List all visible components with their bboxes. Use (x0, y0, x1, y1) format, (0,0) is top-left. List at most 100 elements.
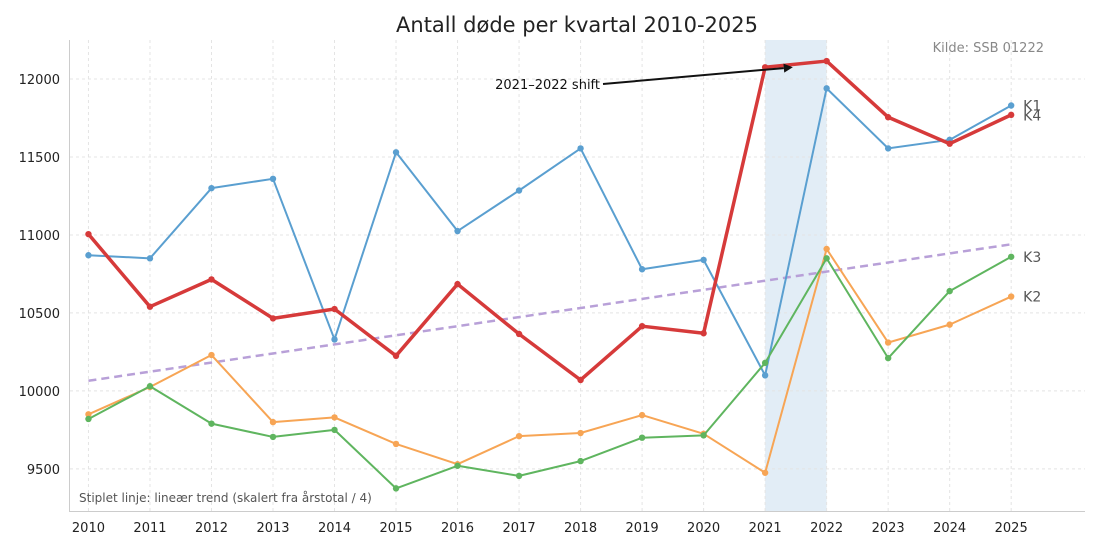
data-point-k2 (392, 440, 400, 448)
data-point-k1 (208, 184, 215, 192)
x-tick-label: 2013 (256, 521, 289, 536)
y-tick-label: 11000 (19, 229, 60, 244)
axes-layer (69, 40, 1085, 512)
data-point-k1 (638, 266, 646, 273)
x-tick-label: 2021 (749, 521, 782, 536)
data-point-k4 (700, 330, 707, 337)
x-tick-label: 2010 (72, 521, 105, 536)
annotation-layer: 2021–2022 shift (495, 63, 793, 93)
x-tick-label: 2025 (995, 521, 1028, 536)
data-point-k1 (1007, 102, 1015, 109)
x-tick-label: 2016 (441, 521, 474, 536)
data-point-k4 (85, 230, 92, 238)
y-tick-label: 10000 (19, 385, 60, 400)
annotation-arrowhead (783, 63, 793, 73)
data-point-k3 (761, 359, 769, 367)
x-tick-label: 2024 (933, 521, 966, 536)
data-point-k1 (454, 227, 461, 235)
data-point-k4 (208, 276, 215, 283)
x-tick-label: 2011 (133, 521, 166, 536)
data-point-k2 (85, 411, 92, 418)
tick-labels-layer: 2010 2011 2012 2013 2014 2015 2016 2017 2018 2019… (19, 73, 1028, 536)
data-point-k2 (761, 469, 769, 476)
x-tick-label: 2020 (687, 521, 720, 536)
x-tick-label: 2017 (503, 521, 536, 536)
data-point-k3 (269, 433, 277, 441)
x-tick-label: 2018 (564, 521, 597, 536)
x-tick-label: 2012 (195, 521, 228, 536)
grid-layer (70, 40, 1085, 511)
data-point-k1 (515, 187, 523, 194)
data-point-k2 (331, 414, 338, 421)
data-point-k4 (1007, 111, 1015, 119)
data-point-k3 (515, 472, 523, 480)
data-point-k2 (638, 411, 646, 419)
data-point-k3 (146, 383, 154, 390)
data-point-k4 (269, 315, 277, 322)
series-line-k4 (86, 59, 1013, 382)
annotation-arrow (602, 67, 784, 85)
x-tick-label: 2014 (318, 521, 351, 536)
data-point-k4 (823, 57, 830, 65)
data-point-k1 (577, 145, 584, 152)
series-layer (85, 57, 1015, 492)
annotation-text: 2021–2022 shift (495, 78, 600, 93)
series-end-label: K4 (1023, 109, 1041, 125)
series-end-label: K1 (1023, 99, 1041, 115)
data-point-k3 (946, 287, 953, 295)
data-point-k4 (454, 280, 461, 288)
series-end-label: K2 (1023, 290, 1041, 306)
data-point-k1 (146, 255, 154, 262)
data-point-k1 (269, 175, 277, 183)
source-label: Kilde: SSB 01222 (933, 41, 1044, 56)
data-point-k3 (454, 462, 461, 469)
data-point-k3 (638, 434, 646, 441)
series-k1 (85, 85, 1015, 379)
data-point-k4 (331, 305, 338, 313)
trend-note: Stiplet linje: lineær trend (skalert fra… (79, 491, 372, 505)
data-point-k4 (638, 322, 646, 330)
data-point-k1 (331, 336, 338, 343)
series-k3 (85, 253, 1015, 492)
x-tick-label: 2015 (379, 521, 412, 536)
data-point-k1 (700, 256, 707, 264)
data-point-k1 (823, 85, 830, 92)
series-line-k1 (87, 87, 1013, 377)
series-line-k3 (87, 255, 1013, 490)
data-point-k2 (269, 418, 277, 426)
data-point-k3 (884, 354, 892, 362)
data-point-k1 (761, 372, 769, 379)
series-k4 (85, 57, 1015, 384)
data-point-k3 (1007, 253, 1015, 260)
data-point-k3 (577, 457, 584, 465)
data-point-k2 (515, 432, 523, 440)
data-point-k1 (392, 149, 400, 156)
data-point-k3 (331, 426, 338, 434)
data-point-k2 (946, 321, 953, 328)
y-tick-label: 10500 (19, 307, 60, 322)
y-tick-label: 11500 (19, 151, 60, 166)
data-point-k4 (946, 140, 953, 147)
x-tick-label: 2022 (810, 521, 843, 536)
data-point-k2 (577, 429, 584, 437)
data-point-k2 (208, 351, 215, 359)
data-point-k2 (1007, 293, 1015, 300)
chart-title: Antall døde per kvartal 2010-2025 (396, 13, 758, 37)
data-point-k3 (700, 432, 707, 439)
data-point-k4 (392, 352, 400, 360)
y-tick-label: 9500 (27, 463, 60, 478)
data-point-k4 (146, 303, 154, 310)
data-point-k4 (515, 330, 523, 338)
data-point-k2 (884, 339, 892, 346)
data-point-k1 (85, 252, 92, 259)
data-point-k4 (884, 114, 892, 121)
series-line-k2 (87, 247, 1013, 474)
data-point-k3 (208, 420, 215, 427)
y-tick-label: 12000 (19, 73, 60, 88)
data-point-k3 (392, 485, 400, 492)
data-point-k3 (85, 415, 92, 423)
